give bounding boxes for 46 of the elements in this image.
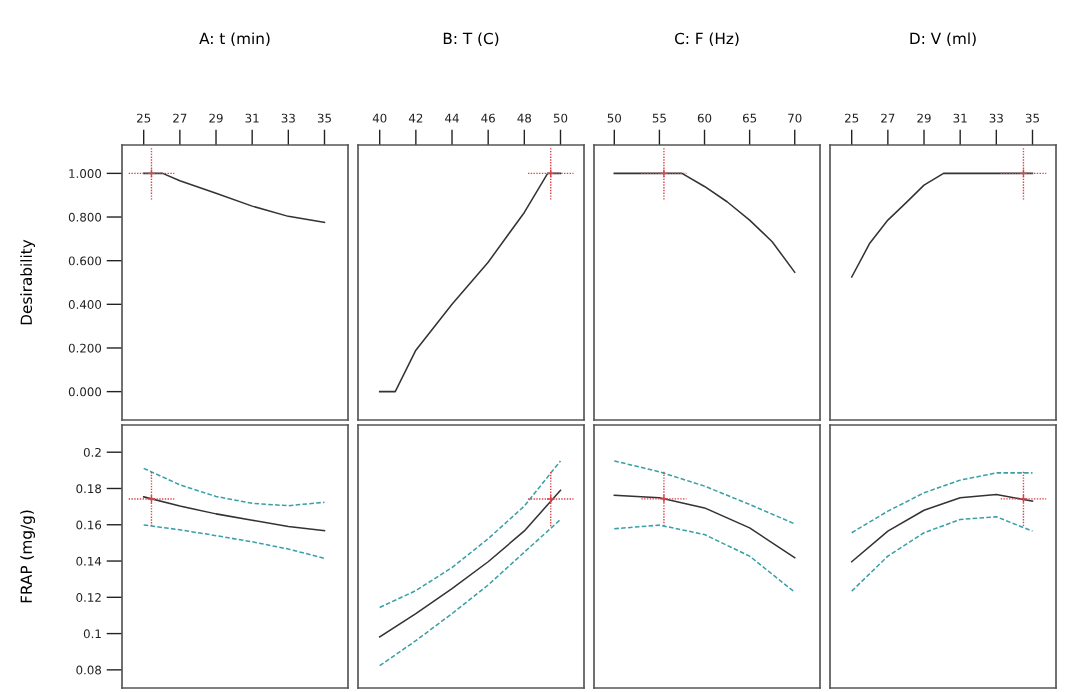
line-series [142, 467, 326, 507]
line-series [142, 524, 326, 560]
x-tick-label: 50 [607, 113, 622, 123]
x-tick-label: 70 [788, 113, 802, 123]
x-tick-label: 29 [917, 113, 931, 123]
x-tick-label: 48 [517, 113, 532, 123]
y-axis-title: FRAP (mg/g) [20, 510, 35, 603]
x-tick-label: 55 [652, 113, 666, 123]
y-tick-label: 0.200 [68, 343, 102, 353]
y-axis-title: Desirability [20, 239, 35, 325]
x-axis-title: B: T (C) [443, 32, 499, 47]
y-tick-label: 0.400 [68, 300, 102, 309]
y-tick-label: 0.12 [76, 593, 101, 602]
y-tick-label: 0.16 [76, 520, 102, 530]
x-tick-label: 27 [173, 113, 187, 123]
x-tick-label: 35 [317, 113, 331, 123]
line-series [142, 172, 326, 224]
y-tick-label: 0.08 [76, 665, 102, 675]
y-tick-label: 1.000 [69, 169, 102, 179]
x-tick-label: 40 [372, 113, 387, 123]
x-axis-title: C: F (Hz) [674, 32, 739, 47]
x-axis-title: A: t (min) [199, 32, 270, 47]
y-tick-label: 0.14 [76, 556, 102, 566]
y-tick-label: 0.1 [83, 629, 101, 639]
x-tick-label: 50 [553, 113, 568, 123]
y-tick-label: 0.800 [68, 212, 102, 222]
x-tick-label: 33 [989, 113, 1003, 123]
x-tick-label: 25 [137, 113, 151, 123]
y-tick-label: 0.600 [68, 256, 102, 266]
x-tick-label: 35 [1025, 113, 1039, 123]
x-tick-label: 65 [742, 113, 757, 123]
y-tick-label: 0.18 [76, 484, 102, 494]
x-tick-label: 42 [408, 113, 423, 123]
x-tick-label: 46 [481, 113, 495, 123]
x-tick-label: 31 [245, 113, 259, 123]
x-tick-label: 60 [697, 113, 712, 123]
x-tick-label: 31 [953, 113, 967, 123]
y-tick-label: 0.000 [68, 387, 102, 397]
x-axis-title: D: V (ml) [910, 32, 976, 47]
line-series [142, 496, 326, 532]
x-tick-label: 25 [845, 113, 859, 123]
x-tick-label: 29 [209, 113, 223, 123]
x-tick-label: 44 [445, 113, 459, 123]
x-tick-label: 33 [281, 113, 295, 123]
y-tick-label: 0.2 [83, 447, 101, 457]
x-tick-label: 27 [881, 113, 895, 123]
